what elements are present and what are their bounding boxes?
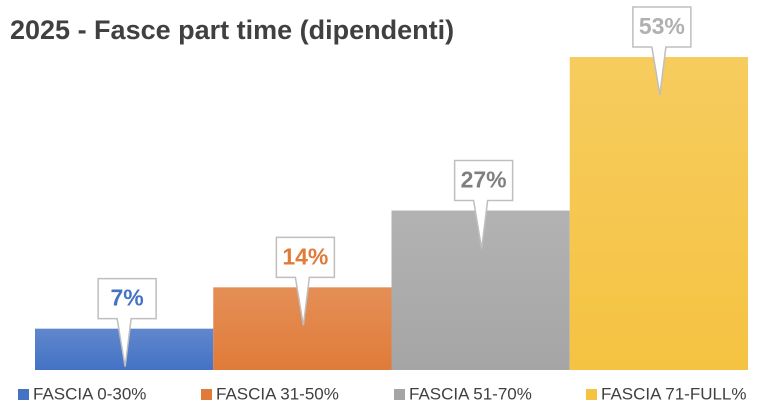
data-label: 27% — [461, 167, 507, 193]
bar — [569, 57, 748, 370]
legend-label: FASCIA 31-50% — [216, 384, 339, 403]
callout — [275, 236, 336, 326]
callout — [453, 159, 514, 249]
data-label: 53% — [639, 13, 685, 39]
data-label: 7% — [111, 285, 144, 311]
legend-label: FASCIA 0-30% — [33, 384, 146, 403]
callout — [632, 6, 692, 96]
data-label: 14% — [282, 243, 328, 269]
legend-label: FASCIA 71-FULL% — [601, 384, 747, 403]
legend-swatch — [394, 389, 405, 400]
legend-label: FASCIA 51-70% — [409, 384, 532, 403]
chart-title: 2025 - Fasce part time (dipendenti) — [10, 15, 454, 45]
legend-swatch — [586, 389, 597, 400]
callout — [97, 277, 157, 367]
legend-swatch — [18, 389, 29, 400]
legend-swatch — [201, 389, 212, 400]
